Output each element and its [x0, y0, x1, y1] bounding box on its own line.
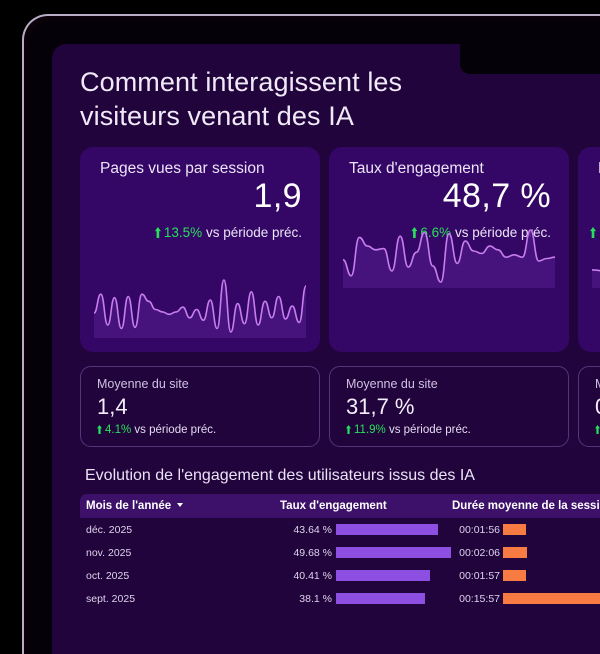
kpi-delta-pct: 13.5% [163, 225, 203, 240]
cell-duration: 00:15:57 [452, 593, 600, 605]
sub-card-value: 02:1 [595, 394, 600, 420]
sub-card-delta-suffix: vs période préc. [134, 424, 217, 436]
duration-bar [503, 524, 526, 535]
cell-rate: 38.1 % [280, 593, 452, 605]
sub-card-value: 31,7 % [346, 394, 415, 419]
sparkline-chart [343, 229, 555, 288]
page-title: Comment interagissent les visiteurs vena… [80, 67, 403, 131]
engagement-table-section: Evolution de l'engagement des utilisateu… [80, 467, 600, 610]
table-body: déc. 2025 43.64 % 00:01:56 nov. 2025 49.68 %… [80, 518, 600, 610]
arrow-up-icon [346, 425, 351, 434]
site-average-row: Moyenne du site 1,4 4.1% vs période préc… [80, 366, 600, 447]
cell-duration-value: 00:15:57 [459, 592, 500, 605]
cell-month: oct. 2025 [86, 569, 130, 582]
cell-duration: 00:01:57 [452, 570, 600, 582]
kpi-value: 1,9 [253, 177, 302, 215]
column-header-month-label: Mois de l'année [86, 500, 172, 512]
kpi-title: Taux d'engagement [349, 160, 484, 177]
column-header-month[interactable]: Mois de l'année [80, 500, 280, 512]
duration-bar [503, 593, 600, 604]
device-frame: Comment interagissent les visiteurs vena… [22, 14, 600, 654]
sub-card-delta-suffix: vs période préc. [388, 424, 471, 436]
sub-card-delta-pct: 11.9% [354, 424, 386, 436]
kpi-delta-pct: 6.6% [420, 225, 452, 240]
kpi-title: Durée moyenne de la session [598, 160, 600, 178]
site-average-card-engagement[interactable]: Moyenne du site 31,7 % 11.9% vs période … [329, 366, 569, 447]
cell-month: nov. 2025 [86, 546, 132, 559]
rate-bar [336, 547, 451, 558]
site-average-card-pages[interactable]: Moyenne du site 1,4 4.1% vs période préc… [80, 366, 320, 447]
kpi-card-taux-engagement[interactable]: Taux d'engagement 48,7 % 6.6% vs période… [329, 147, 569, 352]
cell-duration: 00:01:56 [452, 524, 600, 536]
dashboard-screen: Comment interagissent les visiteurs vena… [52, 44, 600, 654]
sub-card-title: Moyenne du site [346, 377, 438, 391]
sub-card-delta: 5.1% [595, 424, 600, 436]
rate-bar [336, 593, 425, 604]
device-notch [460, 30, 600, 74]
table-row[interactable]: nov. 2025 49.68 % 00:02:06 [80, 541, 600, 564]
cell-rate: 49.68 % [280, 547, 452, 559]
cell-duration: 00:02:06 [452, 547, 600, 559]
sub-card-value: 1,4 [97, 394, 128, 419]
cell-rate: 40.41 % [280, 570, 452, 582]
arrow-up-icon [595, 425, 600, 434]
sub-card-delta-pct: 4.1% [105, 424, 132, 436]
table-row[interactable]: déc. 2025 43.64 % 00:01:56 [80, 518, 600, 541]
sparkline-chart [592, 269, 600, 288]
kpi-card-pages-vues[interactable]: Pages vues par session 1,9 13.5% vs péri… [80, 147, 320, 352]
cell-month: sept. 2025 [86, 592, 136, 605]
arrow-up-icon [154, 227, 161, 238]
kpi-card-duree-moyenne[interactable]: Durée moyenne de la session [578, 147, 600, 352]
sub-card-title: Moyenne du site [595, 377, 600, 391]
kpi-title: Pages vues par session [100, 160, 265, 177]
column-header-duration[interactable]: Durée moyenne de la session [452, 500, 600, 512]
kpi-value: 48,7 % [442, 177, 551, 215]
kpi-delta-suffix: vs période préc. [454, 225, 551, 240]
kpi-delta: 13.5% vs période préc. [154, 225, 302, 240]
rate-bar [336, 570, 430, 581]
sub-card-title: Moyenne du site [97, 377, 189, 391]
cell-duration-value: 00:02:06 [459, 546, 500, 559]
kpi-card-row: Pages vues par session 1,9 13.5% vs péri… [80, 147, 600, 352]
sparkline-chart [94, 279, 306, 338]
cell-rate-value: 40.41 % [293, 569, 332, 582]
kpi-delta: 6.6% vs période préc. [411, 225, 551, 240]
arrow-up-icon [411, 227, 418, 238]
cell-rate-value: 49.68 % [293, 546, 332, 559]
cell-rate: 43.64 % [280, 524, 452, 536]
duration-bar [503, 570, 526, 581]
chevron-down-icon [177, 503, 184, 507]
kpi-delta [590, 225, 599, 240]
table-title: Evolution de l'engagement des utilisateu… [85, 467, 475, 484]
table-header-row: Mois de l'année Taux d'engagement Durée … [80, 494, 600, 518]
table-row[interactable]: sept. 2025 38.1 % 00:15:57 [80, 587, 600, 610]
cell-rate-value: 43.64 % [293, 523, 332, 536]
cell-rate-value: 38.1 % [299, 592, 332, 605]
kpi-delta-suffix: vs période préc. [205, 225, 302, 240]
sub-card-delta: 11.9% vs période préc. [346, 424, 471, 436]
rate-bar [336, 524, 438, 535]
cell-duration-value: 00:01:57 [459, 569, 500, 582]
arrow-up-icon [97, 425, 102, 434]
cell-month: déc. 2025 [86, 523, 133, 536]
sub-card-delta: 4.1% vs période préc. [97, 424, 216, 436]
column-header-rate[interactable]: Taux d'engagement [280, 500, 387, 512]
arrow-up-icon [590, 227, 596, 238]
duration-bar [503, 547, 527, 558]
cell-duration-value: 00:01:56 [459, 523, 500, 536]
table-row[interactable]: oct. 2025 40.41 % 00:01:57 [80, 564, 600, 587]
site-average-card-duree[interactable]: Moyenne du site 02:1 5.1% [578, 366, 600, 447]
